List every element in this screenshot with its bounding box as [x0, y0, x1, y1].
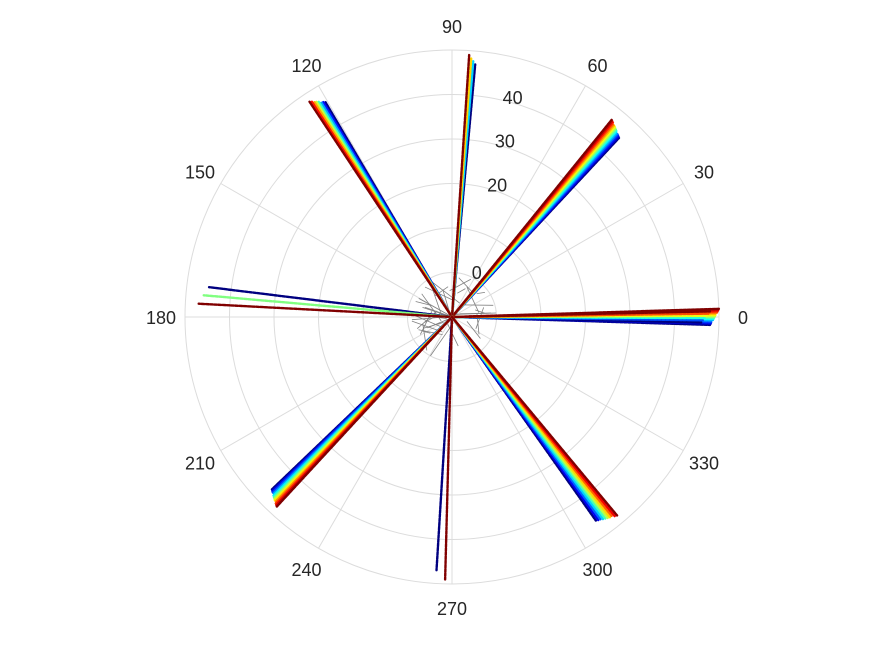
series-line [435, 315, 454, 572]
bundle [450, 310, 712, 324]
theta-grid-line [318, 316, 453, 549]
series-line [450, 53, 471, 319]
theta-tick-label: 0 [738, 308, 748, 328]
center-segment [430, 322, 454, 357]
theta-grid-line [451, 183, 684, 318]
r-tick-label: 40 [503, 88, 523, 108]
bundle [435, 315, 454, 581]
theta-tick-label: 210 [185, 454, 215, 474]
center-segment [431, 281, 460, 304]
series-line [207, 285, 454, 319]
theta-tick-label: 90 [442, 17, 462, 37]
r-tick-label: 0 [472, 263, 482, 283]
theta-tick-label: 270 [437, 599, 467, 619]
r-tick-label: 30 [495, 132, 515, 152]
bundle [450, 315, 619, 522]
series-line [197, 302, 454, 319]
bundle [450, 53, 477, 319]
theta-tick-label: 240 [291, 560, 321, 580]
theta-grid-line [451, 316, 586, 549]
series-line [202, 294, 454, 319]
center-segment [447, 323, 459, 347]
theta-grid-line [451, 85, 586, 318]
tick-labels: 0 30 60 90 120 150 180 210 240 270 300 330 0 20 30 40 [146, 17, 748, 619]
center-segment [466, 321, 481, 339]
bundle [197, 285, 454, 319]
theta-tick-label: 60 [587, 56, 607, 76]
center-segment [475, 309, 485, 314]
series-line [450, 310, 712, 319]
theta-tick-label: 300 [582, 560, 612, 580]
theta-tick-label: 330 [689, 454, 719, 474]
theta-tick-label: 180 [146, 308, 176, 328]
bundle [308, 100, 454, 319]
r-tick-label: 20 [487, 176, 507, 196]
data-bundles [197, 53, 721, 581]
center-segment [431, 287, 443, 317]
series-line [450, 315, 619, 517]
theta-tick-label: 30 [694, 163, 714, 183]
series-line [275, 315, 454, 508]
center-segment [466, 286, 480, 313]
theta-grid-line [451, 316, 684, 451]
bundle [450, 118, 621, 319]
series-line [443, 315, 454, 581]
theta-grid-line [220, 183, 453, 318]
series-line [308, 100, 454, 319]
center-segment [476, 291, 486, 294]
center-segment [418, 298, 453, 318]
theta-tick-label: 150 [185, 163, 215, 183]
series-line [450, 118, 613, 319]
theta-tick-label: 120 [291, 56, 321, 76]
center-segment [457, 288, 466, 294]
center-segment [459, 312, 492, 315]
theta-grid-line [220, 316, 453, 451]
center-segment [415, 301, 432, 306]
bundle [270, 315, 454, 508]
center-segment [427, 318, 450, 329]
